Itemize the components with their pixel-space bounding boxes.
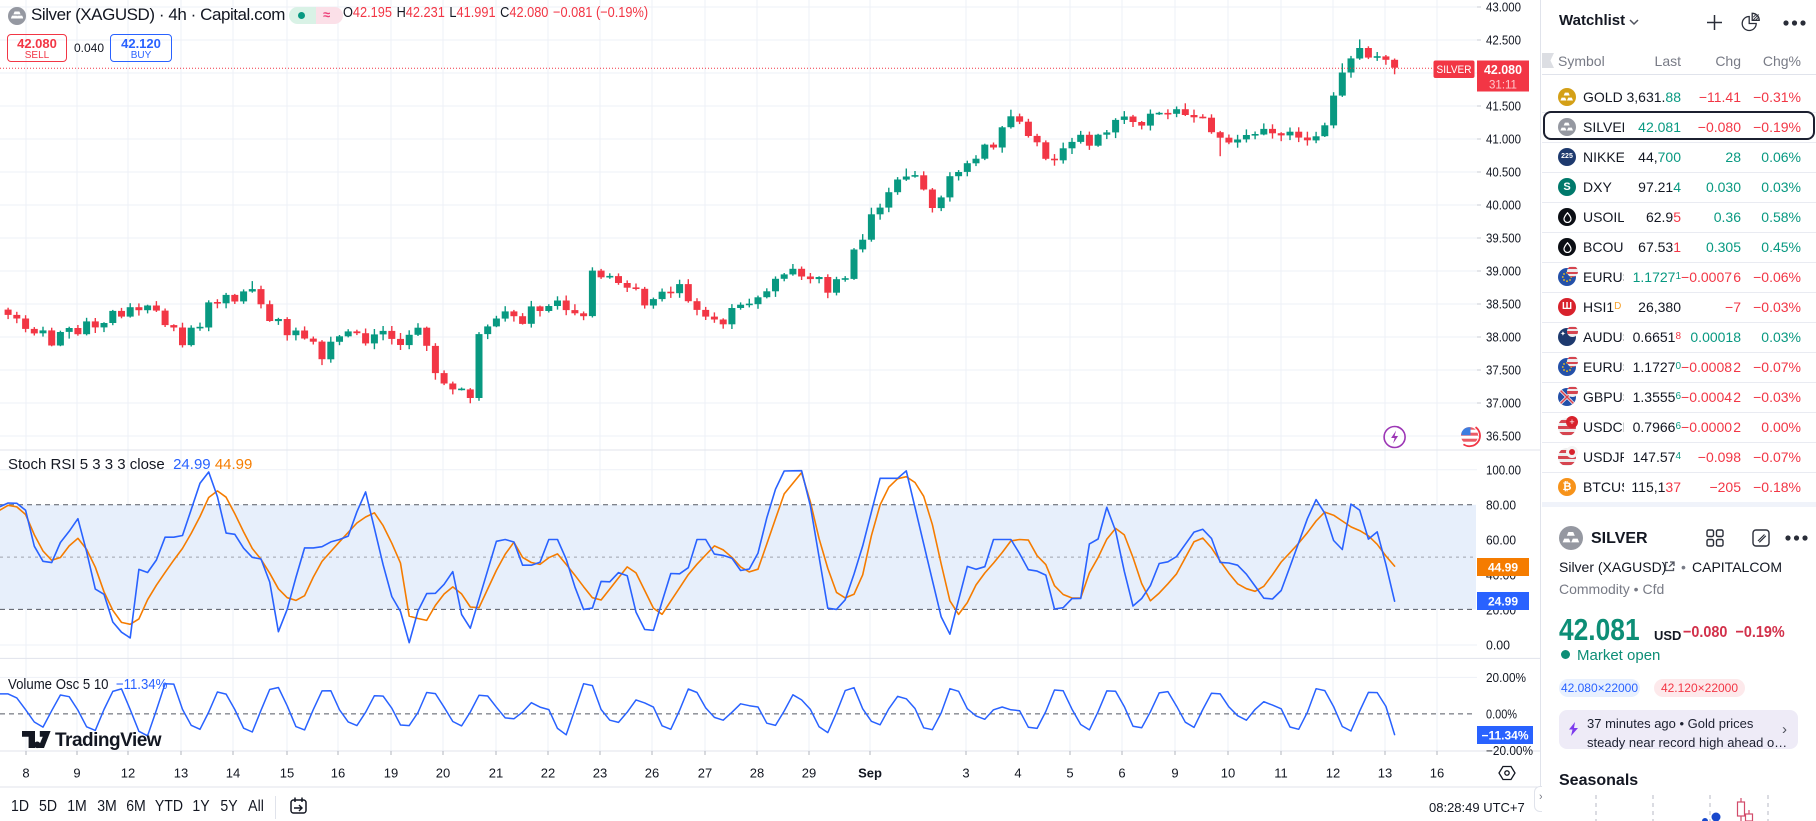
svg-text:16: 16 (331, 766, 345, 781)
svg-text:10: 10 (1221, 766, 1235, 781)
svg-text:100.00: 100.00 (1486, 463, 1521, 477)
svg-text:TradingView: TradingView (55, 730, 162, 751)
svg-text:−20.00%: −20.00% (1486, 744, 1533, 758)
svg-text:14: 14 (226, 766, 240, 781)
svg-text:3: 3 (962, 766, 969, 781)
svg-text:39.500: 39.500 (1486, 232, 1521, 246)
svg-text:5: 5 (1066, 766, 1073, 781)
svg-text:37.000: 37.000 (1486, 397, 1521, 411)
svg-text:36.500: 36.500 (1486, 430, 1521, 444)
svg-text:Sep: Sep (858, 766, 882, 781)
svg-text:40.000: 40.000 (1486, 199, 1521, 213)
svg-text:41.000: 41.000 (1486, 133, 1521, 147)
svg-text:26: 26 (645, 766, 659, 781)
svg-text:SILVER: SILVER (1437, 64, 1472, 76)
svg-text:24.99: 24.99 (1488, 595, 1518, 609)
svg-text:16: 16 (1430, 766, 1444, 781)
svg-text:9: 9 (1171, 766, 1178, 781)
svg-text:11: 11 (1274, 766, 1288, 781)
svg-text:41.500: 41.500 (1486, 100, 1521, 114)
svg-text:28: 28 (750, 766, 764, 781)
svg-text:23: 23 (593, 766, 607, 781)
svg-text:38.500: 38.500 (1486, 298, 1521, 312)
svg-text:39.000: 39.000 (1486, 265, 1521, 279)
svg-text:37.500: 37.500 (1486, 364, 1521, 378)
svg-text:8: 8 (22, 766, 29, 781)
svg-text:38.000: 38.000 (1486, 331, 1521, 345)
svg-text:13: 13 (174, 766, 188, 781)
svg-text:44.99: 44.99 (1488, 561, 1518, 575)
svg-text:20: 20 (436, 766, 450, 781)
svg-text:12: 12 (1326, 766, 1340, 781)
svg-text:29: 29 (802, 766, 816, 781)
svg-text:43.000: 43.000 (1486, 1, 1521, 15)
svg-text:42.080: 42.080 (1484, 63, 1522, 77)
svg-text:80.00: 80.00 (1486, 498, 1516, 512)
svg-text:−11.34%: −11.34% (1482, 729, 1529, 743)
svg-text:21: 21 (489, 766, 503, 781)
svg-text:22: 22 (541, 766, 555, 781)
svg-text:0.00: 0.00 (1486, 638, 1510, 652)
svg-text:27: 27 (698, 766, 712, 781)
svg-text:31:11: 31:11 (1489, 80, 1517, 92)
svg-text:60.00: 60.00 (1486, 533, 1516, 547)
svg-text:6: 6 (1118, 766, 1125, 781)
svg-text:12: 12 (121, 766, 135, 781)
svg-text:20.00%: 20.00% (1486, 671, 1526, 685)
svg-text:15: 15 (280, 766, 294, 781)
svg-text:13: 13 (1378, 766, 1392, 781)
svg-text:4: 4 (1014, 766, 1021, 781)
svg-text:40.500: 40.500 (1486, 166, 1521, 180)
svg-text:42.500: 42.500 (1486, 34, 1521, 48)
svg-text:19: 19 (384, 766, 398, 781)
svg-text:0.00%: 0.00% (1486, 707, 1517, 721)
svg-text:9: 9 (73, 766, 80, 781)
